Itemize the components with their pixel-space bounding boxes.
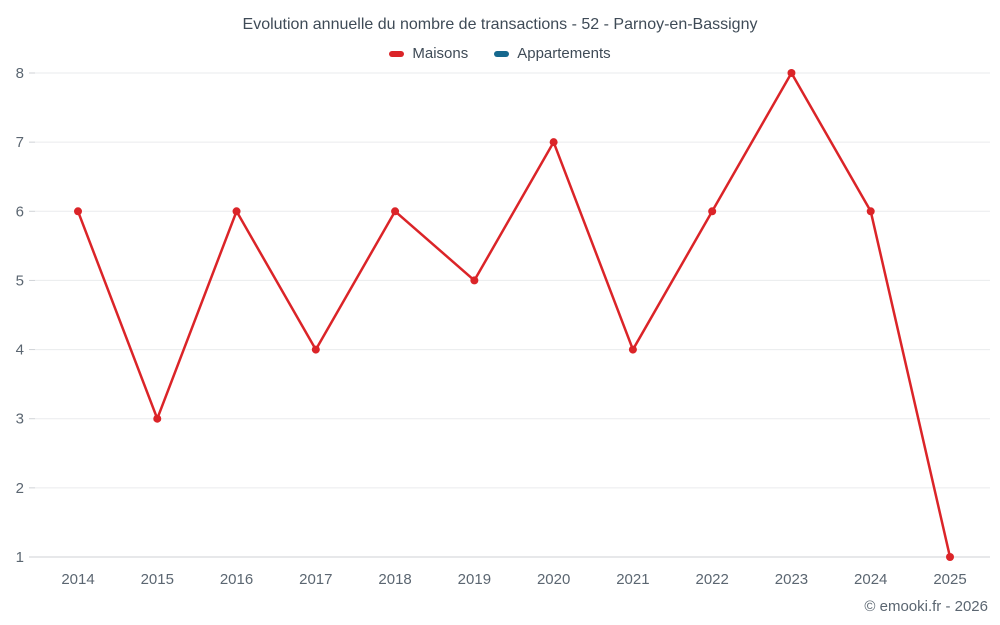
x-axis-label: 2019	[458, 571, 491, 588]
maisons-point-2020	[549, 138, 558, 147]
y-axis-label: 2	[16, 480, 24, 497]
legend-item-appartements[interactable]: Appartements	[494, 45, 611, 62]
maisons-point-2014	[74, 207, 82, 216]
x-axis-label: 2023	[775, 571, 808, 588]
maisons-point-2018	[391, 207, 400, 216]
x-axis-label: 2022	[695, 571, 728, 588]
maisons-point-2016	[232, 207, 241, 216]
maisons-point-2017	[311, 345, 320, 354]
x-axis-label: 2024	[854, 571, 887, 588]
maisons-point-2024	[866, 207, 875, 216]
legend-item-maisons[interactable]: Maisons	[389, 45, 468, 62]
y-axis-label: 7	[16, 134, 24, 151]
y-axis-label: 4	[16, 342, 24, 359]
legend-label-appartements: Appartements	[517, 45, 611, 62]
maisons-line	[76, 71, 952, 559]
appartements-series-swatch-icon	[494, 50, 510, 57]
chart-title: Evolution annuelle du nombre de transact…	[242, 16, 758, 33]
x-axis-label: 2017	[299, 571, 332, 588]
x-axis-label: 2020	[537, 571, 570, 588]
y-axis-label: 5	[16, 272, 24, 289]
chart-legend: Maisons Appartements	[0, 45, 1000, 62]
x-axis-label: 2025	[933, 571, 966, 588]
x-axis-label: 2016	[220, 571, 253, 588]
y-axis-label: 6	[16, 203, 24, 220]
x-axis-label: 2021	[616, 571, 649, 588]
maisons-point-2023	[787, 69, 796, 77]
maisons-point-2021	[628, 345, 637, 354]
maisons-point-2019	[470, 276, 479, 285]
y-axis-label: 3	[16, 411, 24, 428]
x-axis-label: 2018	[378, 571, 411, 588]
copyright-notice: © emooki.fr - 2026	[864, 598, 988, 615]
legend-label-maisons: Maisons	[412, 45, 469, 62]
y-axis-label: 8	[16, 65, 24, 82]
x-axis-label: 2014	[61, 571, 94, 588]
maisons-series-swatch-icon	[389, 50, 405, 57]
maisons-point-2015	[153, 414, 162, 423]
maisons-point-2025	[946, 553, 954, 561]
maisons-point-2022	[708, 207, 717, 216]
x-axis-label: 2015	[141, 571, 174, 588]
y-axis-label: 1	[16, 549, 24, 566]
